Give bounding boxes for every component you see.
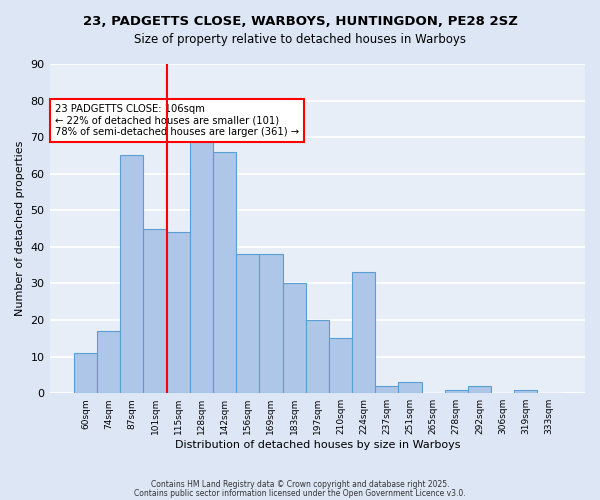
Bar bbox=[445, 390, 468, 393]
Bar bbox=[283, 284, 305, 393]
Bar bbox=[375, 386, 398, 393]
Bar bbox=[352, 272, 375, 393]
Text: Contains HM Land Registry data © Crown copyright and database right 2025.: Contains HM Land Registry data © Crown c… bbox=[151, 480, 449, 489]
Bar bbox=[514, 390, 538, 393]
Bar bbox=[329, 338, 352, 393]
Bar bbox=[190, 119, 213, 393]
Bar bbox=[398, 382, 422, 393]
Bar bbox=[120, 156, 143, 393]
Text: Contains public sector information licensed under the Open Government Licence v3: Contains public sector information licen… bbox=[134, 489, 466, 498]
Bar bbox=[167, 232, 190, 393]
Text: 23, PADGETTS CLOSE, WARBOYS, HUNTINGDON, PE28 2SZ: 23, PADGETTS CLOSE, WARBOYS, HUNTINGDON,… bbox=[83, 15, 517, 28]
Y-axis label: Number of detached properties: Number of detached properties bbox=[15, 141, 25, 316]
Bar bbox=[143, 228, 167, 393]
X-axis label: Distribution of detached houses by size in Warboys: Distribution of detached houses by size … bbox=[175, 440, 460, 450]
Bar bbox=[74, 353, 97, 393]
Text: 23 PADGETTS CLOSE: 106sqm
← 22% of detached houses are smaller (101)
78% of semi: 23 PADGETTS CLOSE: 106sqm ← 22% of detac… bbox=[55, 104, 299, 136]
Bar bbox=[97, 331, 120, 393]
Text: Size of property relative to detached houses in Warboys: Size of property relative to detached ho… bbox=[134, 32, 466, 46]
Bar bbox=[236, 254, 259, 393]
Bar bbox=[468, 386, 491, 393]
Bar bbox=[213, 152, 236, 393]
Bar bbox=[305, 320, 329, 393]
Bar bbox=[259, 254, 283, 393]
